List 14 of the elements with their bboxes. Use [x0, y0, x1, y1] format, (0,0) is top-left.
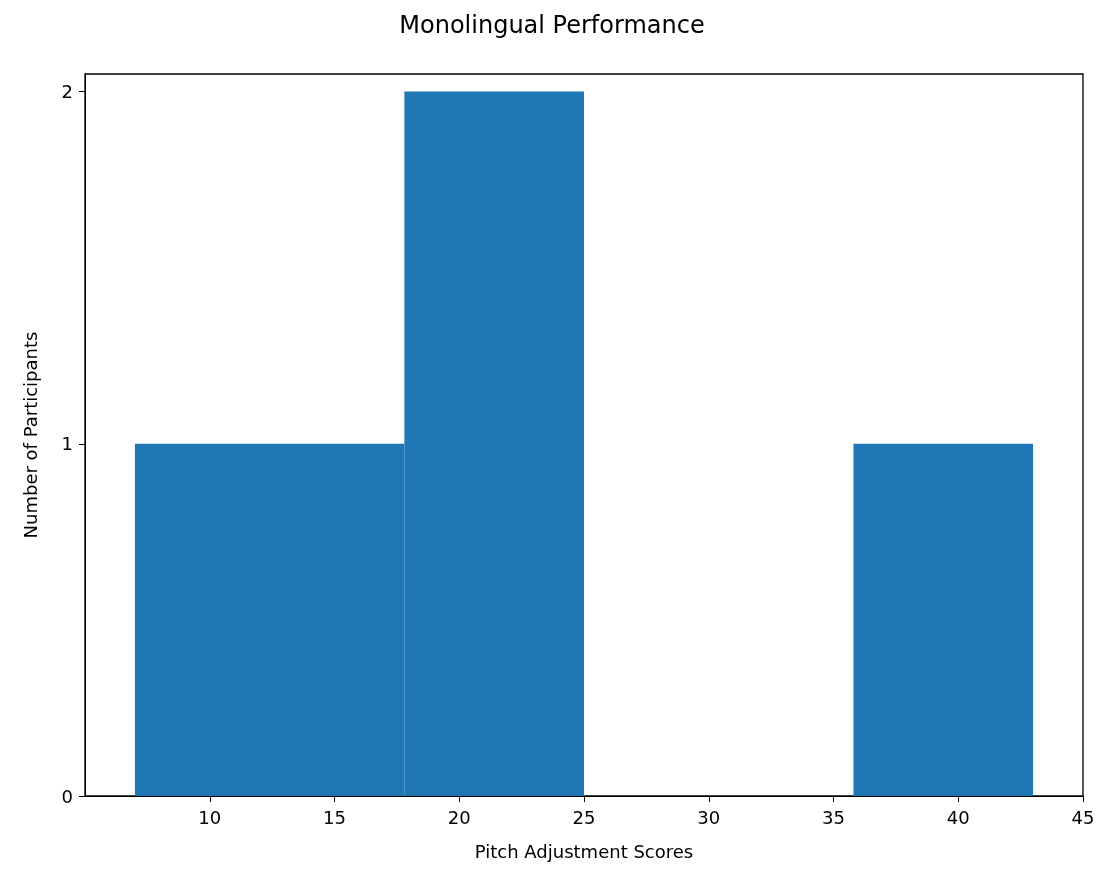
y-tick-label: 1 [61, 433, 73, 455]
y-tick-label: 2 [61, 81, 73, 103]
x-tick-label: 30 [697, 806, 721, 828]
x-tick-label: 10 [198, 806, 222, 828]
x-axis-title: Pitch Adjustment Scores [474, 840, 694, 862]
x-tick-label: 45 [1071, 806, 1095, 828]
chart-title: Monolingual Performance [399, 11, 705, 39]
x-tick-label: 15 [323, 806, 346, 828]
y-axis-title: Number of Participants [19, 331, 41, 539]
x-tick-label: 25 [572, 806, 596, 828]
x-tick-label: 20 [447, 806, 471, 828]
x-tick-label: 40 [946, 806, 970, 828]
y-tick-label: 0 [61, 785, 73, 807]
x-tick-label: 35 [822, 806, 845, 828]
